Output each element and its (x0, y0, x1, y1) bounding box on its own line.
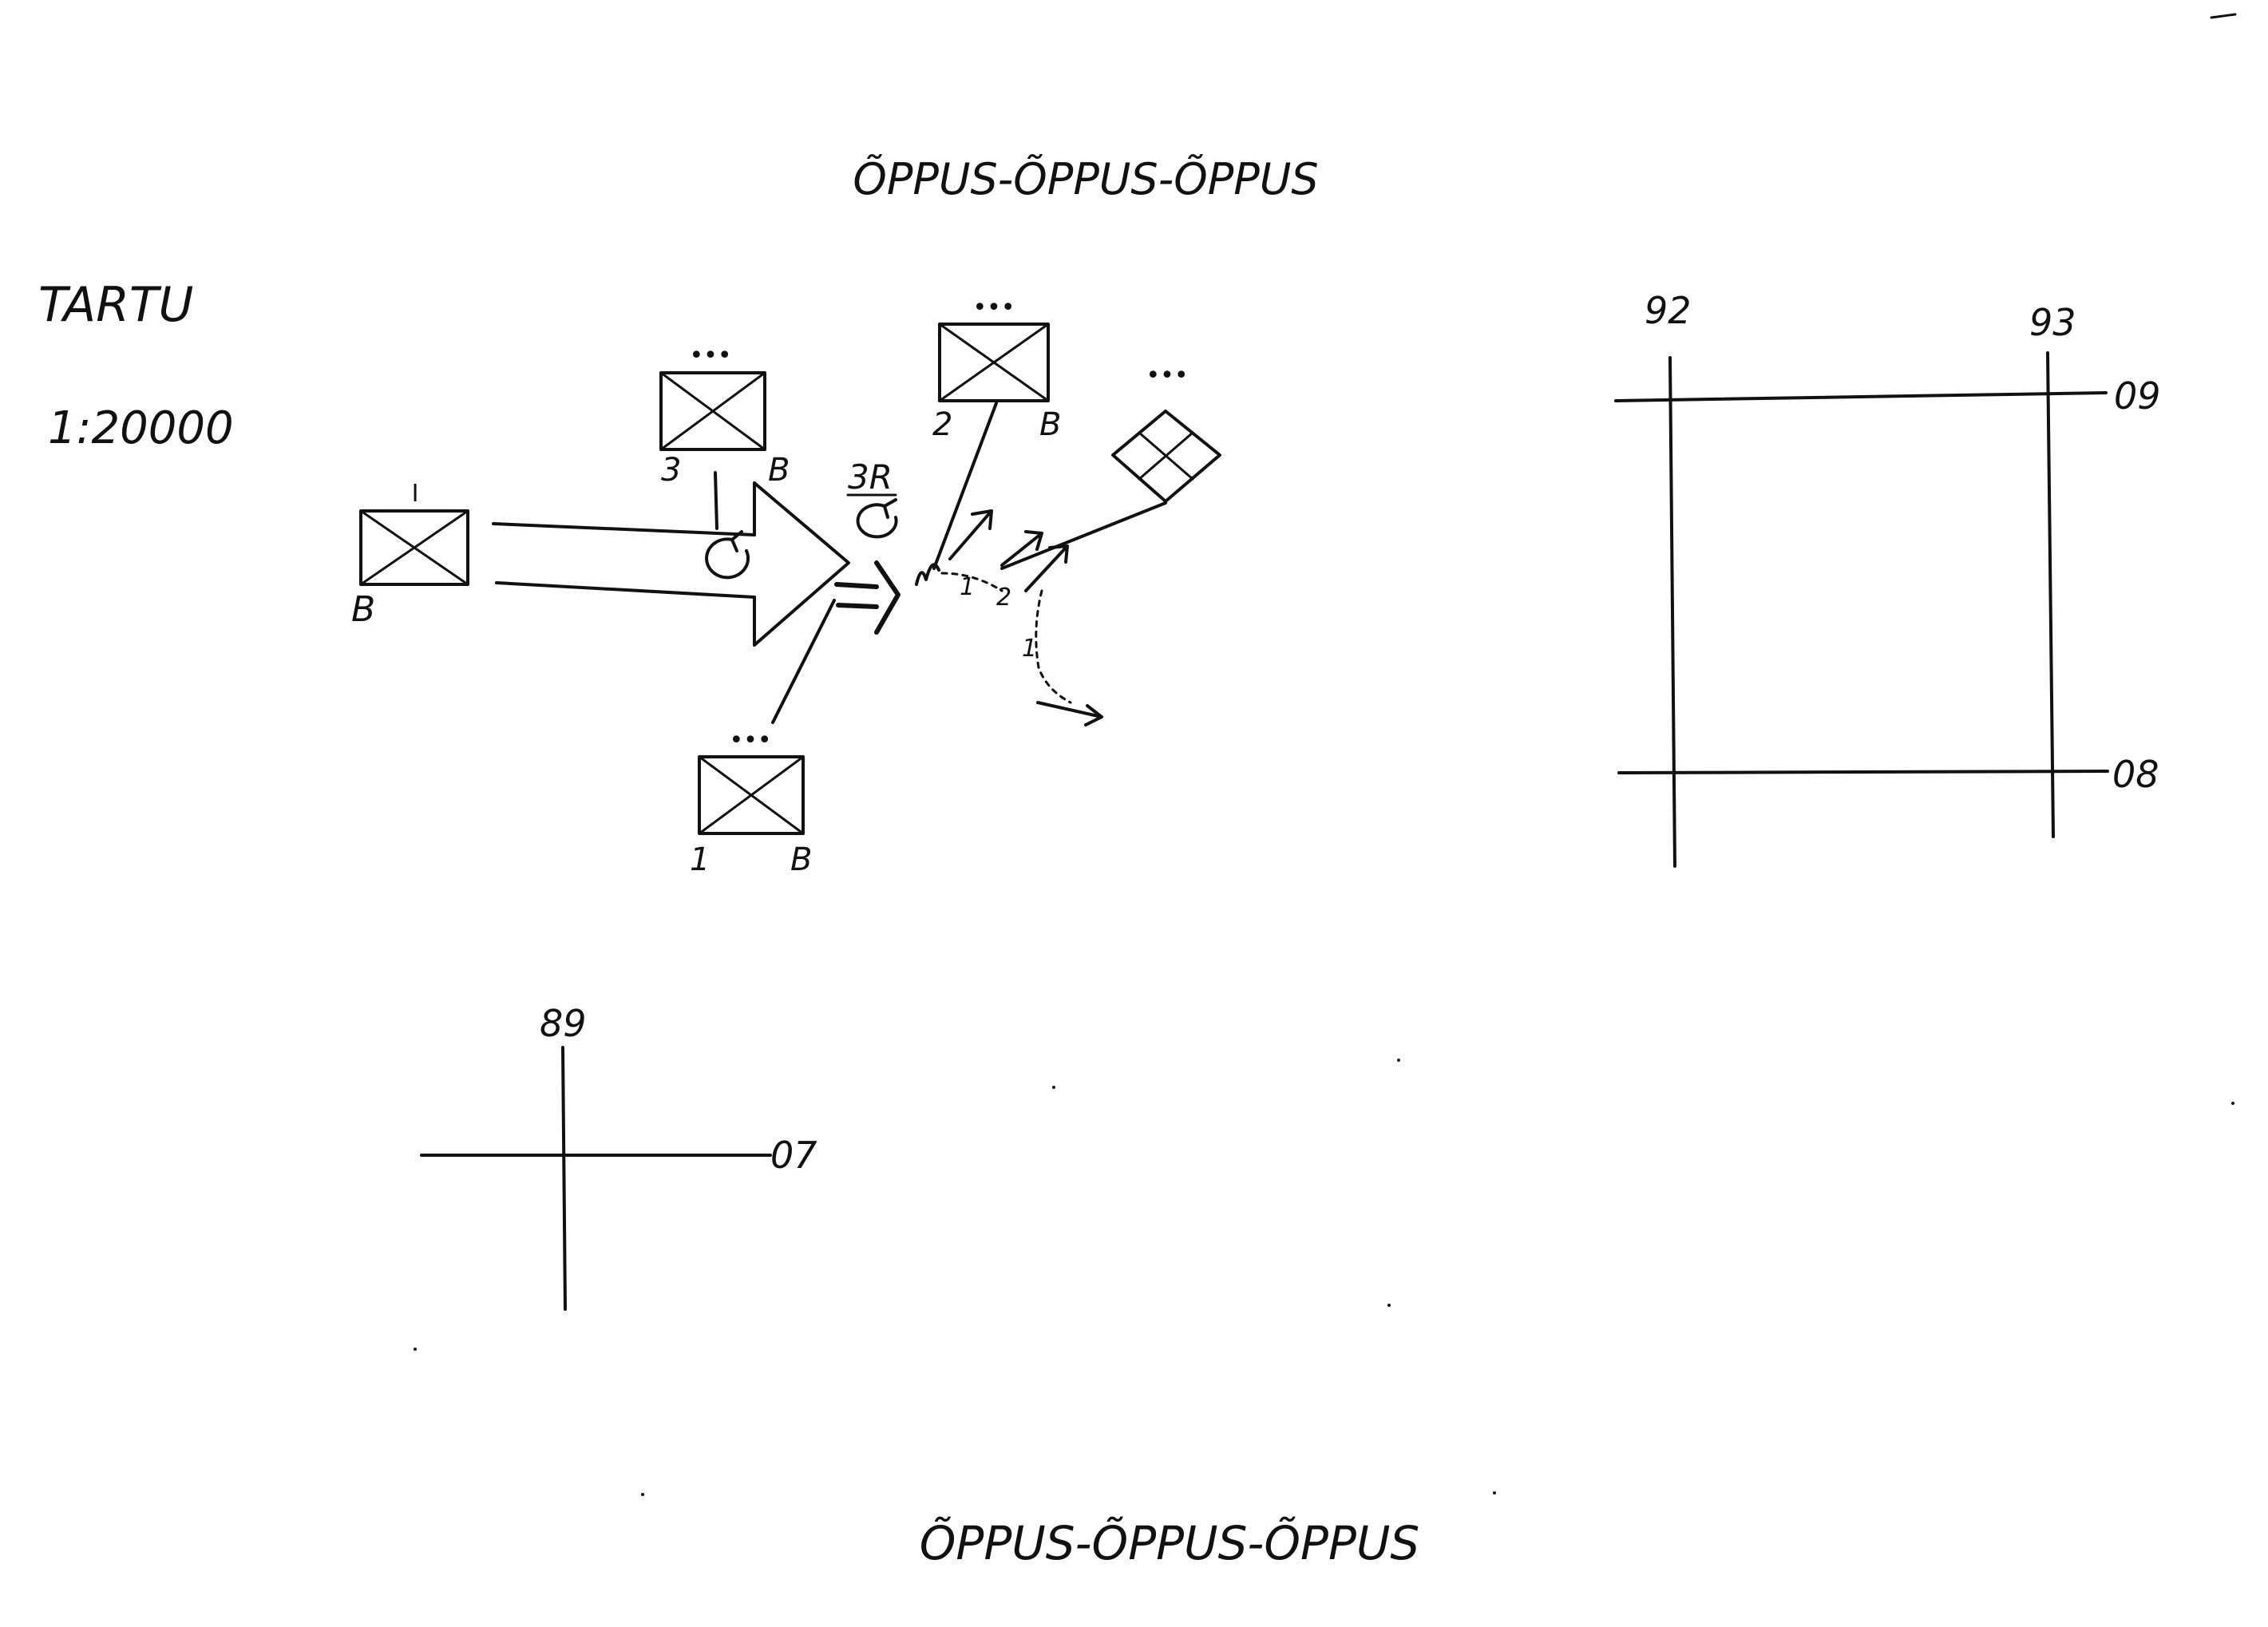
unit-3-size-marks: ••• (689, 342, 731, 370)
grid-label-x-left: 92 (1645, 289, 1692, 332)
unit-2-symbol: ••• 2 B (932, 294, 1061, 570)
unit-3-symbol: ••• 3 B (659, 342, 790, 530)
grid-square: 92 93 09 08 (1614, 289, 2161, 868)
unit-diamond-symbol: ••• (1000, 362, 1221, 570)
unit-2-label-left: 2 (932, 406, 952, 443)
grid-label-y-bottom: 08 (2112, 753, 2159, 796)
unit-bottom-symbol: ••• 1 B (690, 599, 836, 878)
place-label: TARTU (38, 277, 193, 333)
unit-1-symbol: I B (351, 480, 469, 630)
unit-2-size-marks: ••• (972, 294, 1015, 322)
unit-1-size-marks: I (412, 480, 419, 508)
route-label-1: 1 (960, 573, 975, 601)
grid-cross: 89 07 (420, 1002, 817, 1311)
grid-label-x-right: 93 (2029, 301, 2076, 344)
scale-label: 1:20000 (48, 402, 234, 454)
grid-cross-label-x: 89 (540, 1002, 587, 1045)
grid-cross-label-y: 07 (770, 1134, 817, 1177)
route-label-1b: 1 (1022, 635, 1037, 663)
unit-bottom-size-marks: ••• (729, 726, 771, 754)
rotation-arrow-icon (705, 530, 750, 580)
rotation-3r-label: 3R (848, 457, 893, 497)
paper-specks (414, 13, 2237, 1496)
route-label-2: 2 (996, 584, 1011, 612)
unit-diamond-size-marks: ••• (1146, 362, 1188, 390)
unit-bottom-label-left: 1 (690, 841, 710, 878)
rotation-3r-icon (856, 498, 898, 539)
footer-text: ÕPPUS-ÕPPUS-ÕPPUS (920, 1516, 1419, 1570)
unit-bottom-label-right: B (790, 841, 812, 878)
unit-2-label-right: B (1039, 406, 1061, 443)
secondary-arrow (834, 560, 900, 635)
unit-1-label-bottom-left: B (351, 589, 375, 630)
unit-3-label-right: B (768, 452, 790, 489)
grid-label-y-top: 09 (2114, 374, 2161, 418)
dispersal-routes: 1 2 1 (915, 509, 1103, 726)
unit-3-label-left: 3 (661, 452, 681, 489)
header-text: ÕPPUS-ÕPPUS-ÕPPUS (853, 154, 1318, 204)
main-attack-arrow (492, 481, 850, 647)
rotation-3r-group: 3R (846, 457, 898, 539)
